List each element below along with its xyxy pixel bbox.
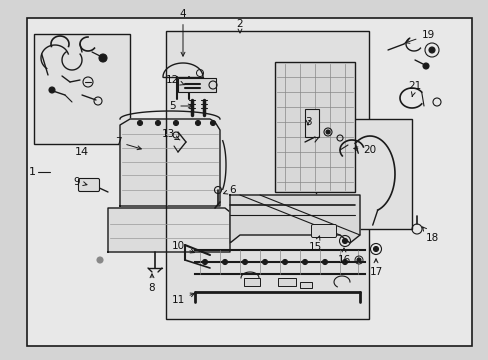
Circle shape <box>302 260 307 265</box>
Polygon shape <box>120 119 220 206</box>
Circle shape <box>99 54 107 62</box>
Circle shape <box>342 238 347 243</box>
Bar <box>178 78 216 92</box>
Text: 4: 4 <box>179 9 186 56</box>
Circle shape <box>356 258 360 262</box>
Bar <box>299 282 311 288</box>
Text: 8: 8 <box>148 274 155 293</box>
Circle shape <box>282 260 287 265</box>
Text: 16: 16 <box>337 248 350 265</box>
Text: 2: 2 <box>236 19 243 33</box>
Circle shape <box>428 47 434 53</box>
Bar <box>34 34 130 144</box>
Text: 11: 11 <box>171 293 194 305</box>
Circle shape <box>210 121 215 126</box>
Circle shape <box>49 87 55 93</box>
Bar <box>244 278 260 286</box>
Circle shape <box>173 121 178 126</box>
Text: 20: 20 <box>353 145 376 155</box>
Text: 7: 7 <box>115 137 141 150</box>
Text: 12: 12 <box>165 75 184 85</box>
Circle shape <box>373 247 378 252</box>
Circle shape <box>262 260 267 265</box>
Circle shape <box>222 260 227 265</box>
Text: 21: 21 <box>407 81 421 96</box>
Circle shape <box>242 260 247 265</box>
Bar <box>165 31 368 319</box>
Text: 17: 17 <box>368 259 382 277</box>
Circle shape <box>155 121 160 126</box>
Circle shape <box>422 63 428 69</box>
Text: 14: 14 <box>75 147 89 157</box>
Text: 6: 6 <box>223 185 236 195</box>
Bar <box>315 119 411 229</box>
Text: 10: 10 <box>171 241 194 253</box>
Text: 9: 9 <box>74 177 87 187</box>
FancyBboxPatch shape <box>311 225 336 238</box>
Text: 19: 19 <box>405 30 434 43</box>
Text: 15: 15 <box>308 236 321 252</box>
Circle shape <box>325 130 329 134</box>
Circle shape <box>202 260 207 265</box>
Text: 13: 13 <box>161 129 180 140</box>
FancyBboxPatch shape <box>79 179 99 192</box>
Text: 1: 1 <box>28 167 36 177</box>
Circle shape <box>322 260 327 265</box>
Text: 3: 3 <box>304 117 311 127</box>
Bar <box>278 278 295 286</box>
Text: 5: 5 <box>168 101 192 111</box>
Polygon shape <box>108 208 229 252</box>
Circle shape <box>137 121 142 126</box>
Text: 18: 18 <box>422 227 438 243</box>
Circle shape <box>195 121 200 126</box>
Polygon shape <box>229 195 359 243</box>
Bar <box>274 62 354 192</box>
Circle shape <box>342 260 347 265</box>
Bar <box>305 109 318 137</box>
Circle shape <box>97 257 103 263</box>
